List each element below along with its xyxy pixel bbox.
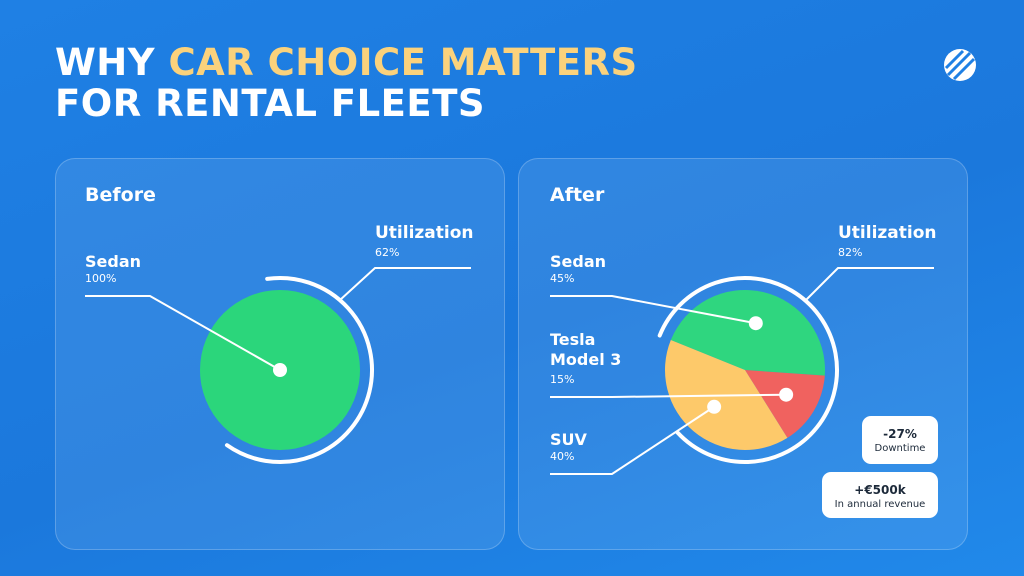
utilization-label: Utilization	[375, 223, 474, 243]
title-highlight: CAR CHOICE MATTERS	[168, 41, 638, 84]
utilization-label: Utilization	[838, 223, 937, 243]
legend-label: Sedan	[550, 252, 607, 271]
utilization-value: 82%	[838, 246, 863, 259]
pie-slice	[670, 290, 825, 376]
slide-title: WHY CAR CHOICE MATTERS FOR RENTAL FLEETS	[55, 42, 638, 124]
value-label: 15%	[550, 373, 575, 386]
logo	[944, 49, 976, 81]
leader-line	[85, 295, 281, 371]
leader-line	[550, 405, 715, 475]
slice-dot	[748, 316, 763, 331]
leader-line	[550, 393, 787, 398]
leader-line	[550, 295, 756, 325]
value-label: 100%	[85, 272, 117, 285]
slice-dot	[779, 387, 794, 402]
panel-title: After	[550, 184, 605, 206]
legend-label: SUV	[550, 430, 587, 449]
leader-line	[805, 267, 934, 301]
annotation-box: -27% Downtime	[862, 416, 938, 464]
slice-dot	[707, 399, 722, 414]
annotation-value: +€500k	[854, 483, 906, 497]
panel-title: Before	[85, 184, 156, 206]
legend-label: Sedan	[85, 252, 142, 271]
panel	[55, 158, 505, 550]
annotation-label: In annual revenue	[834, 499, 926, 510]
utilization-value: 62%	[375, 246, 400, 259]
title-text: FOR RENTAL FLEETS	[55, 82, 486, 125]
annotation-box: +€500k In annual revenue	[822, 472, 938, 518]
utilization-arc	[224, 276, 374, 464]
value-label: 45%	[550, 272, 575, 285]
slice-dot	[273, 363, 287, 377]
value-label: 40%	[550, 450, 575, 463]
annotation-label: Downtime	[874, 443, 926, 454]
title-text: WHY	[55, 41, 156, 84]
legend-label: Tesla Model 3	[550, 330, 622, 369]
leader-line	[339, 267, 471, 301]
annotation-value: -27%	[883, 427, 917, 441]
pie-slice	[745, 370, 825, 438]
utilization-arc	[657, 276, 839, 464]
